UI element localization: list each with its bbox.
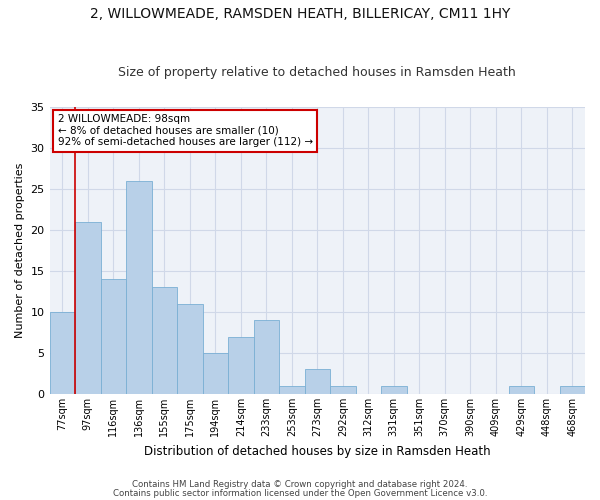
Bar [254, 320, 279, 394]
Text: 2 WILLOWMEADE: 98sqm
← 8% of detached houses are smaller (10)
92% of semi-detach: 2 WILLOWMEADE: 98sqm ← 8% of detached ho… [58, 114, 313, 148]
Bar [560, 386, 585, 394]
Bar [152, 288, 177, 394]
Title: Size of property relative to detached houses in Ramsden Heath: Size of property relative to detached ho… [118, 66, 516, 80]
Bar [228, 336, 254, 394]
Bar [381, 386, 407, 394]
Bar [75, 222, 101, 394]
X-axis label: Distribution of detached houses by size in Ramsden Heath: Distribution of detached houses by size … [144, 444, 491, 458]
Bar [203, 353, 228, 394]
Bar [177, 304, 203, 394]
Text: Contains public sector information licensed under the Open Government Licence v3: Contains public sector information licen… [113, 489, 487, 498]
Bar [330, 386, 356, 394]
Bar [126, 181, 152, 394]
Text: Contains HM Land Registry data © Crown copyright and database right 2024.: Contains HM Land Registry data © Crown c… [132, 480, 468, 489]
Bar [101, 279, 126, 394]
Y-axis label: Number of detached properties: Number of detached properties [15, 163, 25, 338]
Bar [279, 386, 305, 394]
Text: 2, WILLOWMEADE, RAMSDEN HEATH, BILLERICAY, CM11 1HY: 2, WILLOWMEADE, RAMSDEN HEATH, BILLERICA… [90, 8, 510, 22]
Bar [509, 386, 534, 394]
Bar [50, 312, 75, 394]
Bar [305, 370, 330, 394]
